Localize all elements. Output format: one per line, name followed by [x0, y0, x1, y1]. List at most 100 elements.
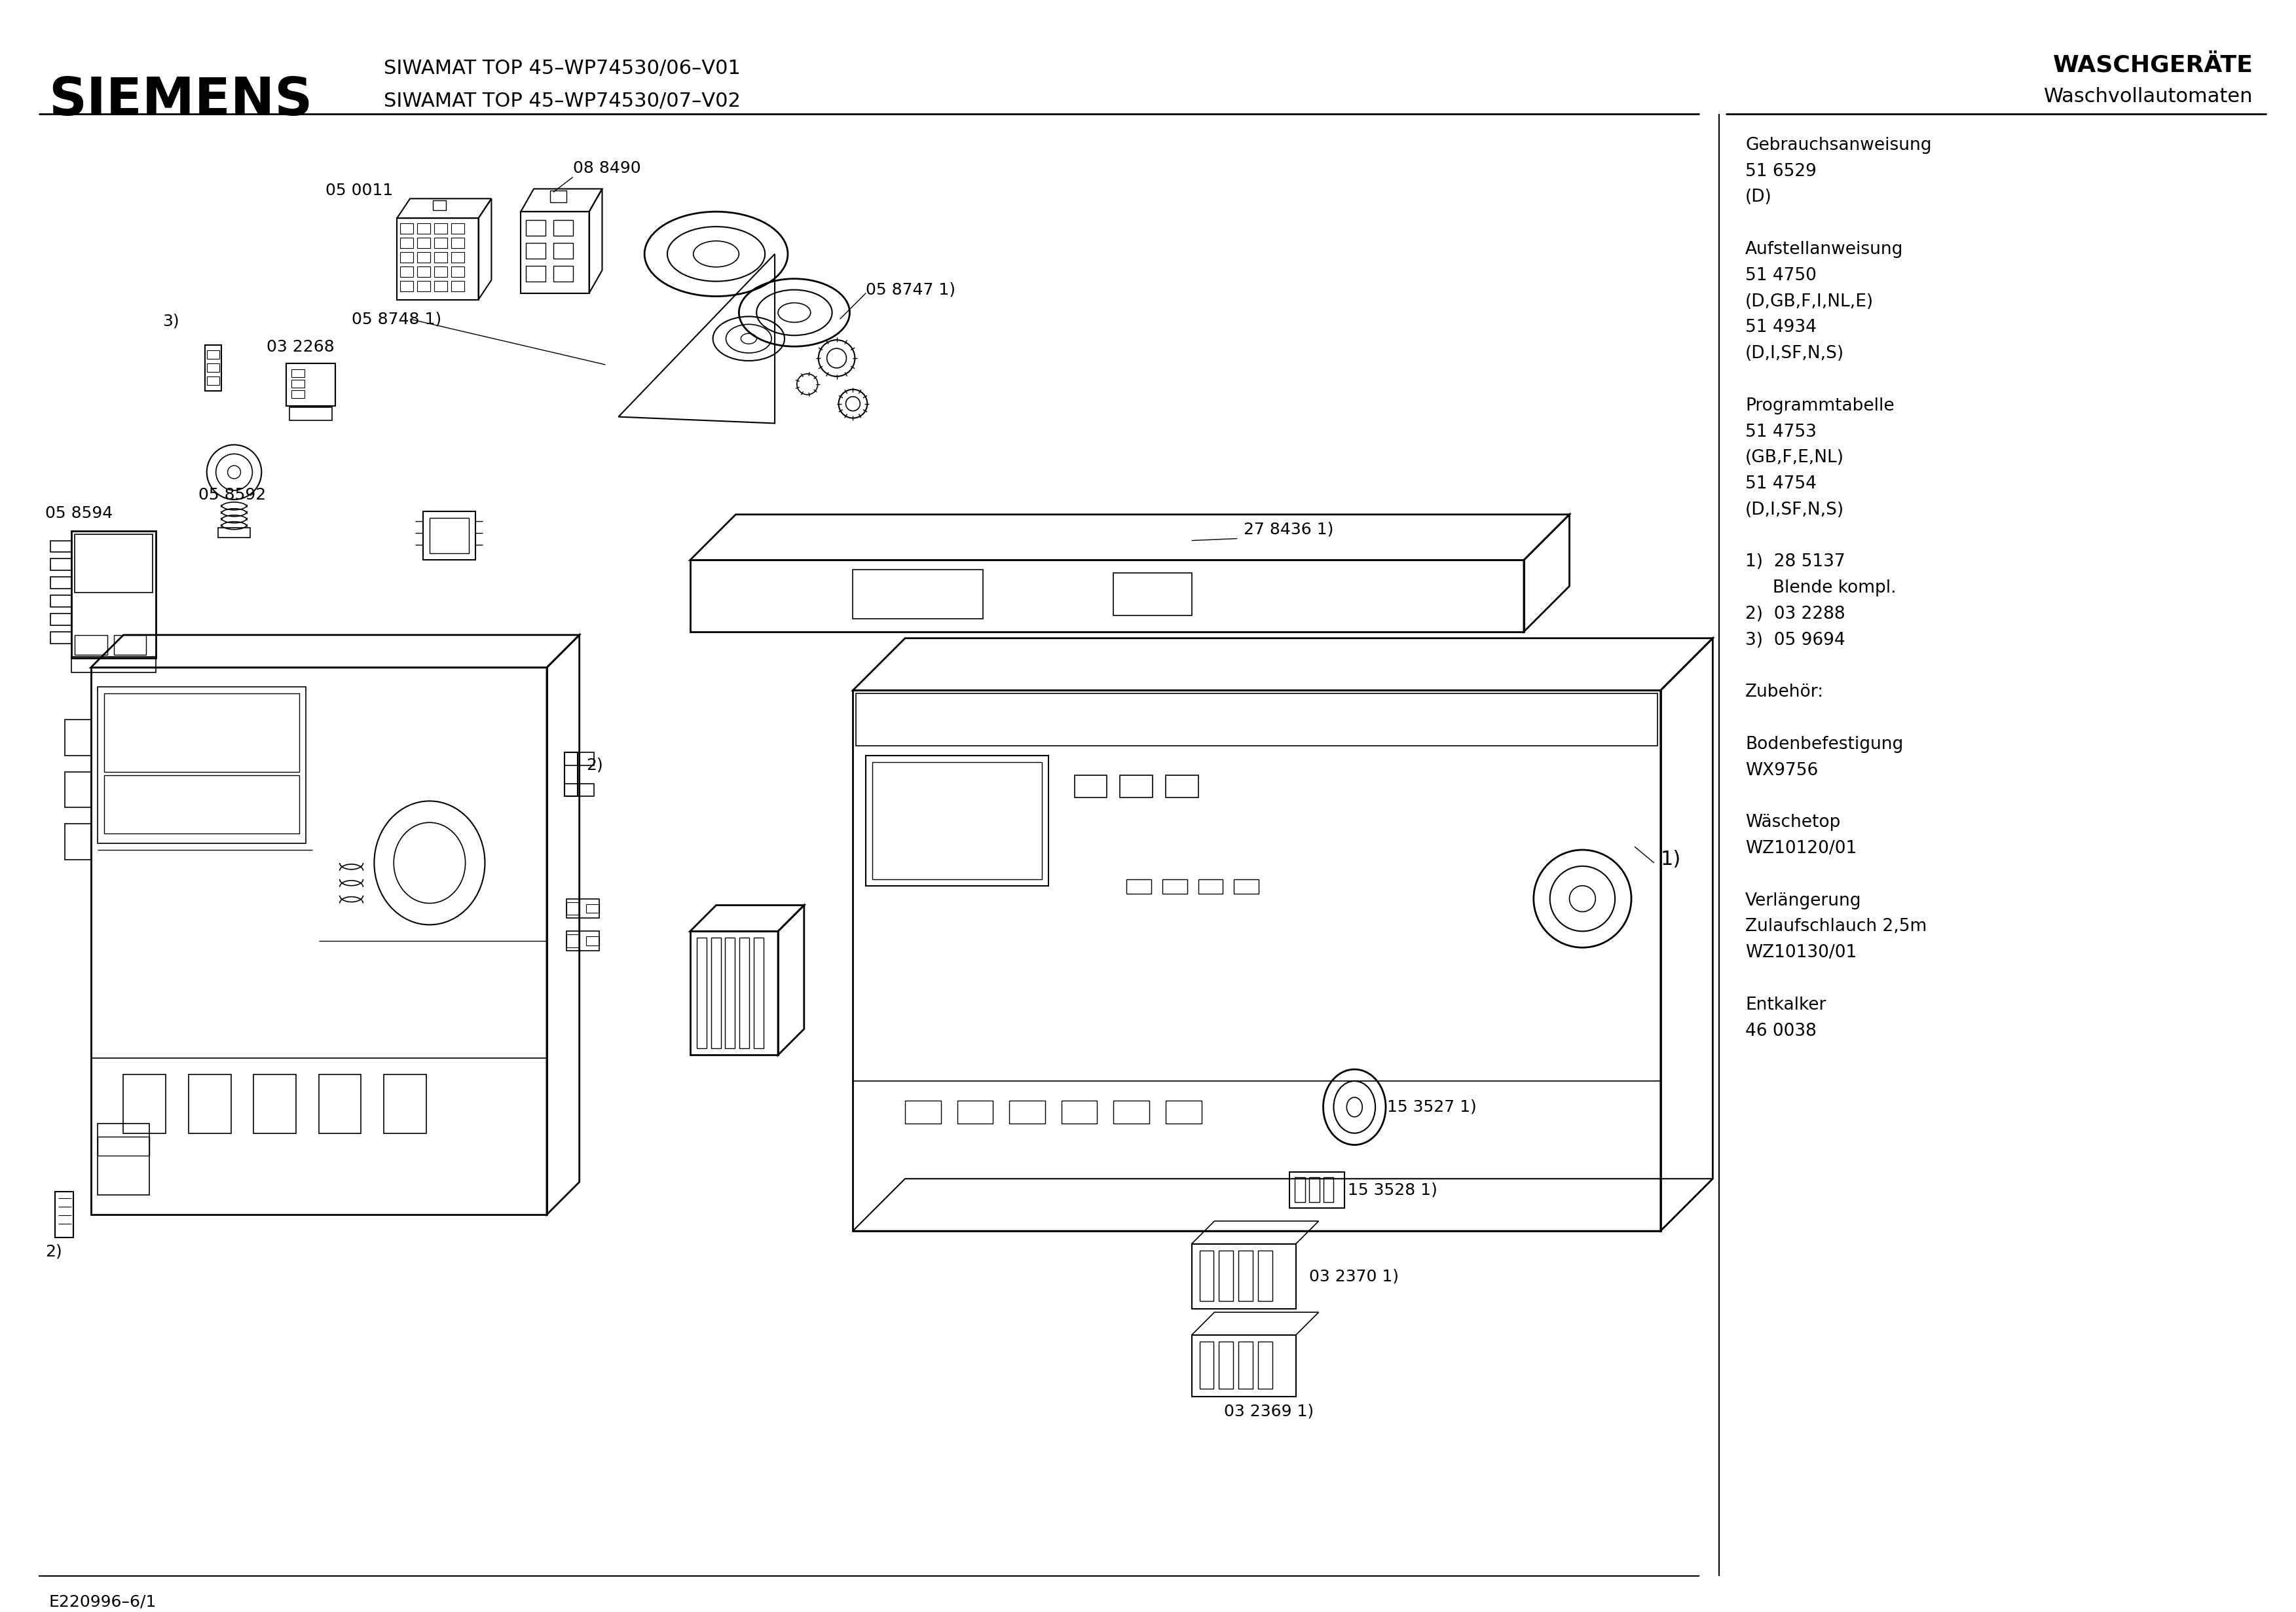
Text: 2)  03 2288: 2) 03 2288: [1745, 606, 1846, 622]
Bar: [289, 406, 333, 421]
Text: 51 4934: 51 4934: [1745, 319, 1816, 337]
Bar: [1199, 1251, 1215, 1301]
Bar: [521, 211, 590, 293]
Bar: [418, 266, 429, 277]
Bar: [1114, 1101, 1150, 1124]
Bar: [1199, 1341, 1215, 1388]
Text: 03 2370 1): 03 2370 1): [1309, 1269, 1398, 1285]
Text: 51 4750: 51 4750: [1745, 268, 1816, 284]
Bar: [526, 243, 546, 258]
Bar: [400, 224, 413, 234]
Text: WX9756: WX9756: [1745, 762, 1818, 779]
Text: 2): 2): [46, 1244, 62, 1259]
Bar: [567, 932, 599, 951]
Text: WZ10120/01: WZ10120/01: [1745, 840, 1857, 858]
Bar: [71, 530, 156, 658]
Bar: [207, 377, 218, 385]
Text: Gebrauchsanweisung: Gebrauchsanweisung: [1745, 137, 1931, 153]
Bar: [1233, 879, 1258, 893]
Text: 3): 3): [163, 313, 179, 329]
Bar: [429, 517, 468, 553]
Bar: [418, 224, 429, 234]
Text: (D): (D): [1745, 189, 1773, 206]
Bar: [856, 693, 1658, 746]
Bar: [434, 224, 448, 234]
Text: 51 6529: 51 6529: [1745, 163, 1816, 181]
Bar: [64, 719, 92, 756]
Bar: [1238, 1341, 1254, 1388]
Text: 1): 1): [1660, 850, 1681, 869]
Bar: [1199, 879, 1224, 893]
Bar: [218, 527, 250, 537]
Bar: [526, 221, 546, 235]
Text: SIEMENS: SIEMENS: [48, 76, 312, 126]
Text: 27 8436 1): 27 8436 1): [1244, 522, 1334, 537]
Bar: [51, 632, 71, 643]
Bar: [204, 345, 220, 390]
Text: 05 8592: 05 8592: [197, 487, 266, 503]
Bar: [400, 237, 413, 248]
Bar: [51, 577, 71, 588]
Bar: [51, 559, 71, 571]
Bar: [585, 937, 599, 946]
Bar: [73, 635, 108, 654]
Bar: [450, 280, 464, 292]
Bar: [400, 266, 413, 277]
Bar: [565, 783, 595, 796]
Bar: [383, 1075, 427, 1133]
Bar: [551, 190, 567, 203]
Bar: [292, 390, 305, 398]
Bar: [418, 251, 429, 263]
Bar: [292, 369, 305, 377]
Bar: [585, 904, 599, 912]
Bar: [1120, 775, 1153, 798]
Text: 03 2268: 03 2268: [266, 339, 335, 355]
Bar: [1166, 1101, 1201, 1124]
Bar: [866, 756, 1049, 885]
Bar: [434, 200, 445, 210]
Bar: [434, 266, 448, 277]
Bar: [565, 753, 576, 796]
Text: Waschvollautomaten: Waschvollautomaten: [2043, 87, 2252, 106]
Bar: [319, 1075, 360, 1133]
Bar: [450, 266, 464, 277]
Bar: [1192, 1335, 1295, 1398]
Text: 08 8490: 08 8490: [572, 160, 641, 176]
Bar: [1162, 879, 1187, 893]
Bar: [739, 938, 748, 1048]
Bar: [712, 938, 721, 1048]
Bar: [753, 938, 765, 1048]
Bar: [51, 595, 71, 608]
Bar: [188, 1075, 232, 1133]
Text: 05 8748 1): 05 8748 1): [351, 311, 441, 327]
Bar: [553, 266, 572, 282]
Bar: [292, 380, 305, 387]
Bar: [553, 221, 572, 235]
Bar: [526, 266, 546, 282]
Bar: [905, 1101, 941, 1124]
Bar: [1258, 1251, 1272, 1301]
Text: Verlängerung: Verlängerung: [1745, 891, 1862, 909]
Bar: [113, 635, 147, 654]
Bar: [207, 350, 218, 359]
Bar: [1127, 879, 1150, 893]
Bar: [567, 903, 579, 916]
Text: (D,I,SF,N,S): (D,I,SF,N,S): [1745, 345, 1844, 363]
Text: 03 2369 1): 03 2369 1): [1224, 1404, 1313, 1419]
Bar: [1295, 1177, 1304, 1203]
Bar: [103, 775, 298, 833]
Bar: [957, 1101, 992, 1124]
Text: 3)  05 9694: 3) 05 9694: [1745, 632, 1846, 648]
Bar: [287, 363, 335, 406]
Bar: [696, 938, 707, 1048]
Bar: [1219, 1251, 1233, 1301]
Bar: [400, 280, 413, 292]
Text: (D,I,SF,N,S): (D,I,SF,N,S): [1745, 501, 1844, 519]
Bar: [567, 899, 599, 919]
Bar: [51, 614, 71, 625]
Bar: [96, 1136, 149, 1156]
Bar: [565, 753, 595, 766]
Bar: [51, 540, 71, 553]
Text: E220996–6/1: E220996–6/1: [48, 1594, 156, 1610]
Bar: [450, 251, 464, 263]
